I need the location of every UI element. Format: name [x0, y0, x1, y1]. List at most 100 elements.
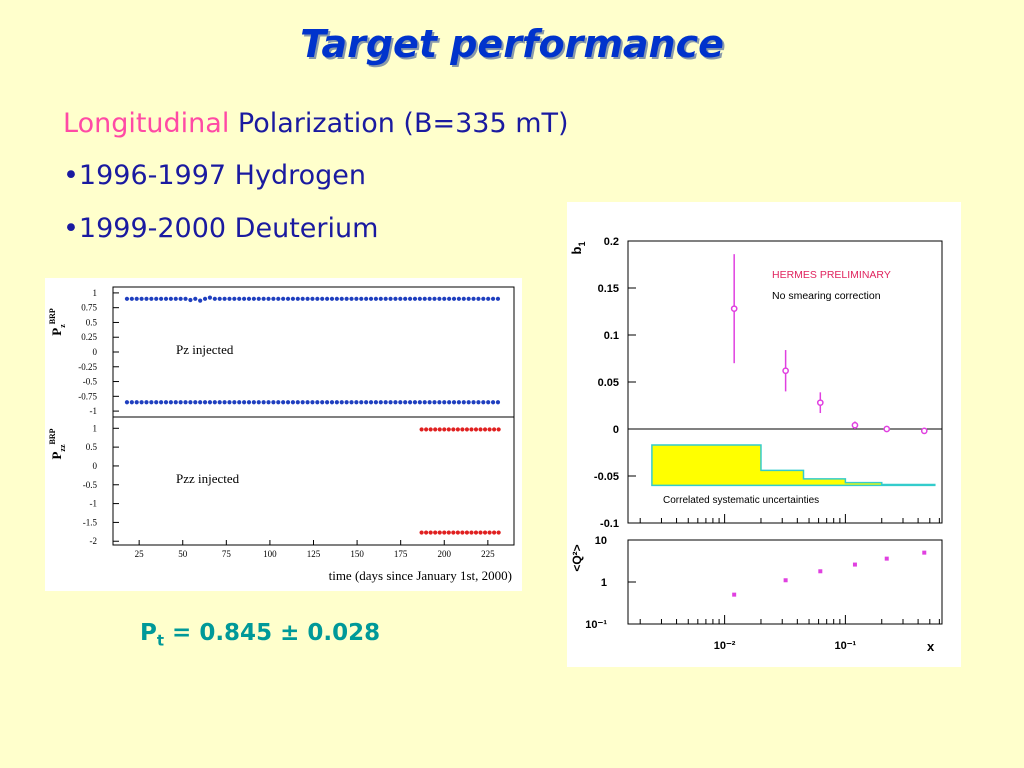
q2-ytick-label: 1	[601, 577, 607, 589]
top-ytick-label: 0.25	[81, 332, 97, 342]
pt-subscript: t	[156, 631, 165, 650]
time-xtick-label: 225	[481, 549, 495, 559]
time-xtick-label: 175	[394, 549, 408, 559]
top-series0-point	[266, 296, 271, 301]
top-series0-point	[290, 296, 296, 301]
bottom-series1-point	[446, 530, 451, 535]
top-series1-point	[290, 400, 296, 405]
bottom-series1-point	[473, 530, 479, 535]
top-series0-point	[251, 296, 256, 301]
top-series0-point	[222, 296, 227, 301]
top-series1-point	[276, 400, 281, 405]
pt-symbol: P	[140, 620, 157, 646]
q2-ytick-label: 10⁻¹	[585, 619, 607, 631]
top-series1-point	[354, 400, 359, 405]
top-series1-point	[368, 400, 374, 405]
top-series0-point	[281, 296, 286, 301]
bottom-ylabel: PzzBRP	[48, 428, 67, 459]
top-series0-point	[388, 296, 393, 301]
top-series1-point	[207, 400, 213, 405]
top-series1-point	[159, 400, 164, 405]
bottom-ylabel-sub: zz	[58, 444, 67, 452]
bottom-frame	[112, 416, 515, 546]
top-series1-point	[466, 400, 471, 405]
slide-title: Target performance	[300, 22, 724, 66]
top-series0-point	[144, 296, 149, 301]
b1-ytick-label: -0.1	[600, 518, 619, 530]
top-series1-point	[412, 400, 418, 405]
b1-point	[782, 367, 789, 375]
top-series0-point	[139, 296, 144, 301]
bottom-series0-point	[437, 427, 442, 432]
top-series1-point	[364, 400, 369, 405]
top-series0-point	[427, 296, 432, 301]
top-series1-point	[246, 400, 252, 405]
bottom-series1-point	[460, 530, 465, 535]
top-series0-point	[242, 296, 247, 301]
hermes-preliminary-label: HERMES PRELIMINARY	[772, 269, 891, 281]
bottom-series0-point	[487, 427, 492, 432]
top-series0-point	[320, 296, 325, 301]
top-series0-point	[129, 296, 134, 301]
top-series1-point	[320, 400, 325, 405]
top-series0-point	[412, 296, 418, 301]
top-series0-point	[393, 296, 398, 301]
q2-point	[922, 550, 927, 555]
top-series1-point	[486, 400, 491, 405]
top-series0-point	[193, 296, 198, 301]
bottom-ytick-label: 0	[93, 461, 98, 471]
top-series1-point	[149, 400, 154, 405]
bottom-series0-point	[482, 427, 488, 432]
top-series1-point	[183, 400, 188, 405]
b1-svg: 0.2 0.15 0.1 0.05 0 -0.05 -0.1 10 1 10⁻¹ 10⁻² 10⁻…	[569, 236, 943, 654]
top-series0-point	[461, 296, 466, 301]
bullet-hydrogen: •1996-1997 Hydrogen	[63, 160, 366, 191]
top-series0-point	[486, 296, 491, 301]
bottom-series0-point	[469, 427, 474, 432]
time-xtick-label: 75	[222, 549, 232, 559]
top-series0-point	[178, 296, 183, 301]
top-series1-point	[295, 400, 300, 405]
top-series0-point	[207, 295, 213, 300]
top-ytick-label: -1	[90, 406, 98, 416]
top-series0-point	[403, 296, 408, 301]
top-series0-point	[163, 296, 169, 301]
top-series0-point	[217, 296, 222, 301]
bottom-series0-point	[478, 427, 483, 432]
top-series1-point	[393, 400, 398, 405]
top-series1-point	[281, 400, 286, 405]
bottom-series1-point	[482, 530, 488, 535]
top-series1-point	[202, 400, 208, 405]
top-series0-point	[310, 296, 315, 301]
bottom-series0-point	[442, 427, 447, 432]
bottom-series1-point	[442, 530, 447, 535]
top-series1-point	[407, 400, 413, 405]
top-series0-point	[422, 296, 427, 301]
top-series0-point	[490, 296, 496, 301]
bottom-ylabel-main: P	[49, 452, 64, 460]
top-series1-point	[300, 400, 305, 405]
top-series0-point	[246, 296, 252, 301]
time-xtick-label: 100	[263, 549, 277, 559]
top-series1-point	[237, 400, 242, 405]
b1-point	[851, 421, 859, 429]
bottom-ytick-label: -0.5	[83, 480, 98, 490]
top-series0-point	[398, 296, 403, 301]
bottom-series0-point	[424, 427, 429, 432]
top-series1-point	[134, 400, 139, 405]
top-series0-point	[271, 296, 276, 301]
bottom-series0-point	[496, 427, 501, 432]
top-series1-point	[144, 400, 149, 405]
top-series0-point	[442, 296, 447, 301]
top-series1-point	[334, 400, 339, 405]
bottom-series1-point	[424, 530, 429, 535]
top-series1-point	[193, 400, 198, 405]
top-series0-point	[437, 296, 442, 301]
top-series1-point	[442, 400, 447, 405]
top-series0-point	[364, 296, 369, 301]
q2-ylabel-text: <Q²>	[570, 544, 584, 571]
top-series0-point	[256, 296, 261, 301]
x-axis-label: x	[927, 639, 935, 654]
top-series0-point	[339, 296, 344, 301]
top-series0-point	[495, 296, 501, 301]
